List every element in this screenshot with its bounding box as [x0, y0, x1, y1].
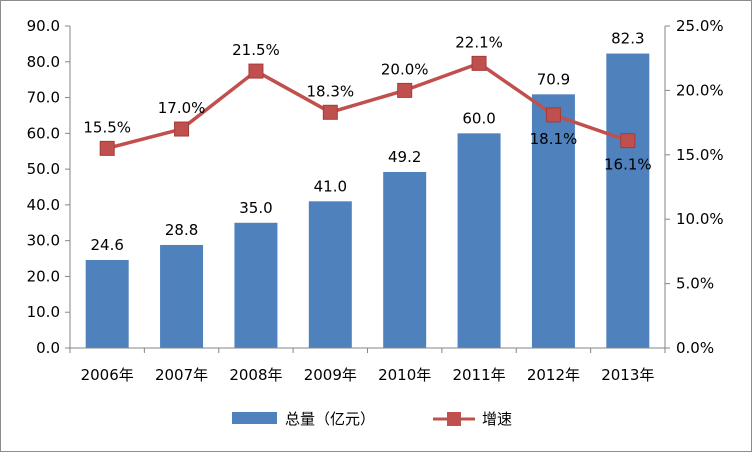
line-series — [99, 55, 636, 156]
data-labels: 24.6 28.8 35.0 41.0 49.2 60.0 70.9 82.3 15.5% 17.… — [83, 30, 651, 254]
left-tick-label: 10.0 — [27, 303, 60, 321]
bar-series — [85, 53, 650, 348]
growth-marker-2012年 — [545, 107, 561, 123]
right-tick-label: 25.0% — [676, 17, 724, 35]
right-tick-label: 15.0% — [676, 146, 724, 164]
right-tick-label: 10.0% — [676, 210, 724, 228]
legend: 总量（亿元） 增速 — [232, 410, 512, 428]
growth-marker-2007年 — [174, 121, 190, 137]
left-tick-label: 30.0 — [27, 232, 60, 250]
growth-marker-2010年 — [397, 82, 413, 98]
bar-value-label: 35.0 — [239, 199, 272, 217]
left-tick-label: 60.0 — [27, 124, 60, 142]
left-tick-label: 0.0 — [36, 339, 60, 357]
growth-value-label: 16.1% — [604, 156, 652, 174]
bar-2008年 — [234, 222, 278, 348]
bar-value-label: 70.9 — [537, 70, 570, 88]
x-tick-label: 2010年 — [378, 366, 431, 384]
left-tick-label: 50.0 — [27, 160, 60, 178]
left-tick-label: 20.0 — [27, 267, 60, 285]
right-tick-label: 20.0% — [676, 81, 724, 99]
bar-2011年 — [457, 133, 501, 348]
growth-value-label: 21.5% — [232, 41, 280, 59]
left-tick-label: 70.0 — [27, 89, 60, 107]
left-tick-label: 90.0 — [27, 17, 60, 35]
x-tick-label: 2008年 — [229, 366, 282, 384]
bar-2010年 — [383, 171, 427, 348]
legend-bar-label: 总量（亿元） — [285, 410, 375, 428]
right-tick-label: 0.0% — [676, 339, 714, 357]
x-tick-label: 2011年 — [452, 366, 505, 384]
bar-value-label: 60.0 — [462, 109, 495, 127]
bar-value-label: 24.6 — [90, 236, 123, 254]
bar-2009年 — [308, 201, 352, 348]
growth-value-label: 18.1% — [530, 130, 578, 148]
bar-value-label: 41.0 — [314, 177, 347, 195]
bar-2012年 — [531, 94, 575, 348]
growth-value-label: 17.0% — [158, 99, 206, 117]
bar-value-label: 82.3 — [611, 30, 644, 48]
legend-line-marker — [447, 412, 461, 426]
x-tick-label: 2006年 — [81, 366, 134, 384]
legend-bar-swatch — [232, 412, 277, 424]
growth-marker-2011年 — [471, 55, 487, 71]
bar-2007年 — [160, 244, 204, 348]
growth-value-label: 20.0% — [381, 60, 429, 78]
x-tick-label: 2009年 — [304, 366, 357, 384]
bar-value-label: 49.2 — [388, 148, 421, 166]
bar-value-label: 28.8 — [165, 221, 198, 239]
left-tick-label: 80.0 — [27, 53, 60, 71]
x-tick-label: 2007年 — [155, 366, 208, 384]
growth-line — [106, 61, 629, 151]
growth-marker-2009年 — [322, 104, 338, 120]
growth-value-label: 15.5% — [83, 118, 131, 136]
growth-value-label: 22.1% — [455, 33, 503, 51]
x-tick-label: 2013年 — [601, 366, 654, 384]
x-tick-label: 2012年 — [527, 366, 580, 384]
bar-2006年 — [85, 259, 129, 348]
right-tick-label: 5.0% — [676, 275, 714, 293]
legend-line-label: 增速 — [482, 410, 512, 428]
axes: 0.0 10.0 20.0 30.0 40.0 50.0 60.0 70.0 80.0 90.0 0… — [27, 17, 724, 384]
growth-value-label: 18.3% — [306, 82, 354, 100]
left-tick-label: 40.0 — [27, 196, 60, 214]
growth-marker-2006年 — [99, 140, 115, 156]
growth-marker-2008年 — [248, 63, 264, 79]
bar-2013年 — [606, 53, 650, 348]
growth-marker-2013年 — [620, 133, 636, 149]
